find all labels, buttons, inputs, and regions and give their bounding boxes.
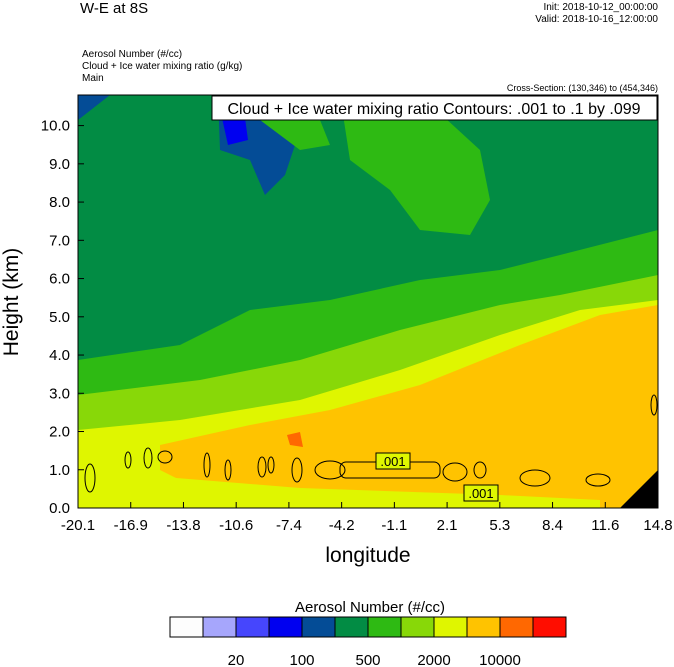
cross-section-label: Cross-Section: (130,346) to (454,346) (506, 83, 658, 93)
field-label-aerosol: Aerosol Number (#/cc) (82, 49, 183, 60)
y-tick-label: 7.0 (49, 232, 70, 249)
x-axis: -20.1 -16.9 -13.8 -10.6 -7.4 -4.2 -1.1 2.1 5.3 8.… (61, 502, 673, 534)
plot-frame (77, 94, 659, 509)
contour-label-1: .001 (375, 452, 411, 470)
x-tick-label: 5.3 (489, 517, 510, 534)
colorbar-swatch (268, 616, 303, 638)
region-green-upper (340, 95, 490, 235)
field-label-cloud: Cloud + Ice water mixing ratio (g/kg) (82, 61, 243, 72)
colorbar-swatch (235, 616, 270, 638)
x-tick-label: -13.8 (166, 517, 200, 534)
y-axis: 0.0 1.0 2.0 3.0 4.0 5.0 6.0 7.0 8.0 9.0 10.0 (41, 118, 84, 517)
colorbar: 20 100 500 2000 10000 (169, 616, 567, 667)
colorbar-swatch (334, 616, 369, 638)
valid-time: Valid: 2018-10-16_12:00:00 (535, 14, 658, 25)
plot-title: W-E at 8S (80, 0, 149, 17)
x-tick-label: -1.1 (381, 517, 407, 534)
y-tick-label: 9.0 (49, 156, 70, 173)
colorbar-label: 100 (289, 652, 314, 667)
y-tick-label: 3.0 (49, 385, 70, 402)
x-tick-label: 2.1 (437, 517, 458, 534)
x-tick-label: 11.6 (591, 517, 619, 534)
colorbar-swatch (499, 616, 534, 638)
colorbar-swatch (433, 616, 468, 638)
colorbar-swatch (367, 616, 402, 638)
x-tick-label: 8.4 (542, 517, 563, 534)
contour-info-text: Cloud + Ice water mixing ratio Contours:… (227, 101, 640, 118)
y-tick-label: 6.0 (49, 271, 70, 288)
colorbar-label: 2000 (417, 652, 450, 667)
y-tick-label: 4.0 (49, 347, 70, 364)
colorbar-swatch (301, 616, 336, 638)
y-tick-label: 1.0 (49, 462, 70, 479)
contour-label-2: .001 (463, 484, 499, 502)
y-tick-label: 10.0 (41, 118, 70, 135)
region-orange (160, 305, 658, 508)
y-tick-label: 5.0 (49, 309, 70, 326)
x-tick-label: -4.2 (329, 517, 355, 534)
colorbar-label: 20 (228, 652, 245, 667)
contour-label-text: .001 (380, 454, 405, 469)
region-terrain (620, 470, 658, 508)
contour-label-text: .001 (468, 486, 493, 501)
x-tick-label: 14.8 (643, 517, 672, 534)
cloud-contours (84, 394, 658, 493)
x-axis-label: longitude (325, 544, 410, 567)
region-deep-blue (222, 118, 248, 145)
y-axis-label: Height (km) (0, 248, 23, 357)
colorbar-label: 10000 (479, 652, 521, 667)
y-tick-label: 0.0 (49, 500, 70, 517)
colorbar-swatch (466, 616, 501, 638)
region-blue-topleft (78, 95, 110, 120)
colorbar-swatch (400, 616, 435, 638)
region-dark-orange (287, 432, 303, 447)
colorbar-swatch (532, 616, 567, 638)
colorbar-swatch (202, 616, 237, 638)
x-tick-label: -10.6 (219, 517, 253, 534)
x-tick-label: -7.4 (276, 517, 302, 534)
y-tick-label: 8.0 (49, 194, 70, 211)
y-tick-label: 2.0 (49, 424, 70, 441)
contour-info-box (211, 95, 658, 121)
field-label-main: Main (82, 73, 104, 84)
x-tick-label: -20.1 (61, 517, 95, 534)
filled-contours (78, 95, 658, 508)
colorbar-swatch (169, 616, 204, 638)
x-tick-label: -16.9 (114, 517, 148, 534)
init-time: Init: 2018-10-12_00:00:00 (543, 2, 658, 13)
colorbar-title: Aerosol Number (#/cc) (295, 599, 445, 616)
colorbar-label: 500 (355, 652, 380, 667)
